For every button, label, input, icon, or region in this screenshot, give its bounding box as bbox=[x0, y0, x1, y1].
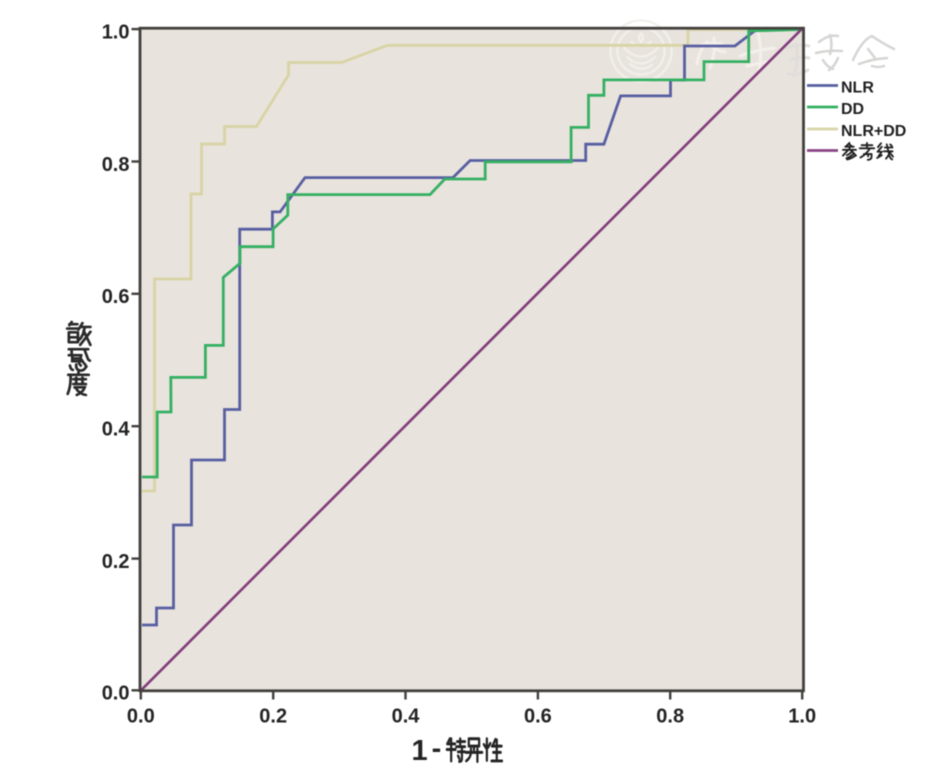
svg-text:0.6: 0.6 bbox=[524, 706, 552, 728]
svg-text:0.4: 0.4 bbox=[392, 706, 421, 728]
svg-text:DD: DD bbox=[841, 101, 864, 118]
svg-text:0.4: 0.4 bbox=[102, 419, 131, 441]
svg-text:0.0: 0.0 bbox=[102, 683, 130, 705]
svg-text:0.0: 0.0 bbox=[127, 706, 155, 728]
svg-text:0.8: 0.8 bbox=[656, 706, 684, 728]
svg-text:1.0: 1.0 bbox=[788, 706, 816, 728]
svg-text:0.2: 0.2 bbox=[259, 706, 287, 728]
svg-text:1: 1 bbox=[412, 735, 428, 767]
svg-text:0.6: 0.6 bbox=[102, 286, 130, 308]
svg-text:-: - bbox=[432, 733, 442, 765]
svg-text:0.2: 0.2 bbox=[102, 551, 130, 573]
svg-text:NLR+DD: NLR+DD bbox=[841, 123, 906, 140]
svg-text:1.0: 1.0 bbox=[102, 21, 130, 43]
svg-text:NLR: NLR bbox=[841, 80, 874, 97]
svg-text:0.8: 0.8 bbox=[102, 154, 130, 176]
